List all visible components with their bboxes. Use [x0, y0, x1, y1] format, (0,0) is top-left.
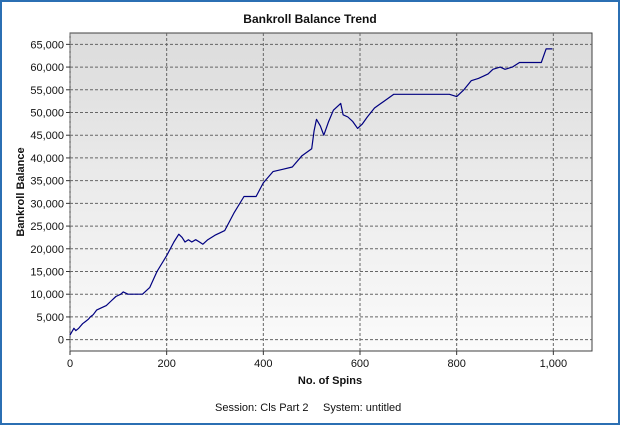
system-label: System: untitled [323, 402, 401, 414]
x-tick-label: 1,000 [540, 358, 568, 370]
session-label: Session: Cls Part 2 [215, 402, 309, 414]
grid [69, 33, 592, 351]
y-tick-label: 20,000 [30, 244, 64, 256]
series-layer [69, 48, 553, 336]
y-tick-label: 40,000 [30, 153, 64, 165]
y-tick-label: 25,000 [30, 221, 64, 233]
y-tick-label: 60,000 [30, 62, 64, 74]
x-tick-label: 800 [447, 358, 465, 370]
y-tick-label: 0 [58, 335, 64, 347]
y-tick-label: 15,000 [30, 267, 64, 279]
axis-ticks: 0 5,000 10,000 15,000 20,000 25,000 30,000 35,0… [30, 39, 567, 370]
series-line [69, 48, 553, 336]
plot-area [69, 32, 593, 352]
x-tick-label: 0 [67, 358, 73, 370]
y-tick-label: 55,000 [30, 85, 64, 97]
y-tick-label: 30,000 [30, 198, 64, 210]
y-tick-label: 65,000 [30, 39, 64, 51]
y-tick-label: 5,000 [36, 312, 64, 324]
y-tick-label: 35,000 [30, 176, 64, 188]
y-tick-label: 10,000 [30, 289, 64, 301]
chart-title: Bankroll Balance Trend [243, 12, 376, 26]
y-tick-label: 45,000 [30, 130, 64, 142]
y-tick-label: 50,000 [30, 108, 64, 120]
x-tick-label: 600 [351, 358, 369, 370]
x-tick-label: 200 [157, 358, 175, 370]
x-tick-label: 400 [254, 358, 272, 370]
y-axis-title: Bankroll Balance [15, 147, 27, 236]
x-axis-title: No. of Spins [298, 375, 362, 387]
